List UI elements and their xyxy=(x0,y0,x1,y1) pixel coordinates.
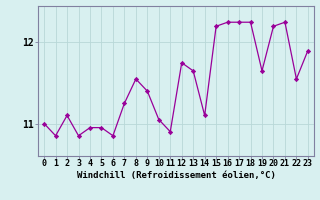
X-axis label: Windchill (Refroidissement éolien,°C): Windchill (Refroidissement éolien,°C) xyxy=(76,171,276,180)
